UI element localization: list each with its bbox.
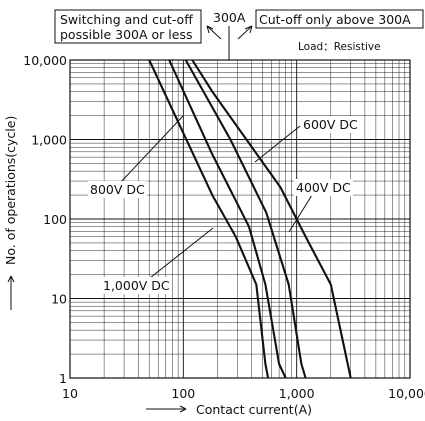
series-line <box>168 59 287 379</box>
y-tick-label: 10 <box>51 292 67 307</box>
y-tick-label: 10,000 <box>23 53 67 68</box>
series-label: 1,000V DC <box>103 278 170 293</box>
y-tick-label: 1 <box>59 371 67 386</box>
series-label-leader <box>119 115 184 184</box>
arrow-300a-left <box>206 25 222 40</box>
x-tick-label: 100 <box>171 386 195 401</box>
curves <box>148 59 352 379</box>
note-left-line1: Switching and cut-off <box>60 12 193 27</box>
series-line <box>191 59 352 379</box>
x-tick-label: 1,000 <box>279 386 315 401</box>
series-line <box>184 59 307 379</box>
note-box-right <box>255 9 424 29</box>
note-right: Cut-off only above 300A <box>259 12 411 27</box>
y-axis-label: No. of operations(cycle) <box>3 116 18 265</box>
series-labels: 800V DC 1,000V DC 600V DC 400V DC <box>88 115 361 294</box>
x-axis-arrow <box>146 405 187 413</box>
x-axis-label: Contact current(A) <box>196 402 312 417</box>
series-label: 800V DC <box>90 182 145 197</box>
series-label-leader <box>149 227 214 279</box>
note-300a: 300A <box>213 10 246 25</box>
series-label-background <box>301 116 361 133</box>
note-box-left <box>54 9 202 44</box>
series-label-leader <box>254 125 301 163</box>
note-load: Load：Resistive <box>298 41 381 53</box>
series-label: 600V DC <box>303 117 358 132</box>
series-label-background <box>88 181 148 198</box>
plot-frame <box>69 59 411 379</box>
series-label-background <box>101 277 172 294</box>
x-tick-label: 10 <box>62 386 78 401</box>
series-label-background <box>294 179 354 196</box>
y-tick-label: 100 <box>43 212 67 227</box>
series-label-leader <box>288 194 313 233</box>
header-annotations: Switching and cut-off possible 300A or l… <box>54 9 424 60</box>
series-label: 400V DC <box>296 180 351 195</box>
y-axis-arrow <box>7 275 15 310</box>
note-left-line2: possible 300A or less <box>60 27 192 42</box>
grid <box>69 60 410 379</box>
series-line <box>148 59 270 379</box>
arrow-300a-right <box>237 25 253 40</box>
x-tick-label: 10,000 <box>388 386 425 401</box>
y-tick-label: 1,000 <box>31 133 67 148</box>
